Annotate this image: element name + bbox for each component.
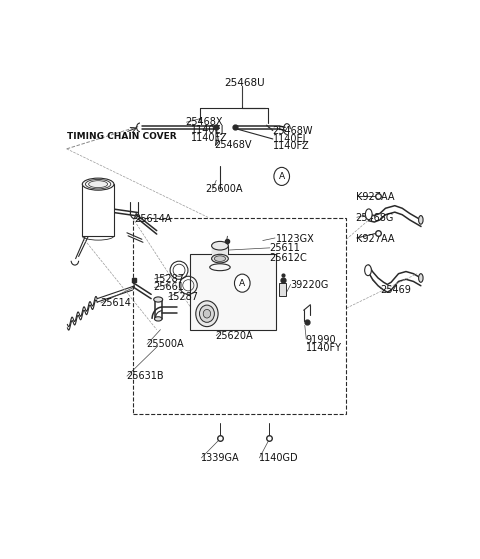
Text: 25661: 25661	[154, 282, 185, 292]
Ellipse shape	[83, 178, 114, 190]
Ellipse shape	[419, 216, 423, 224]
Text: 25631B: 25631B	[126, 371, 164, 381]
Text: 15287: 15287	[154, 274, 185, 284]
Text: 25468V: 25468V	[215, 140, 252, 150]
Ellipse shape	[155, 317, 162, 321]
Ellipse shape	[419, 274, 423, 282]
Text: 1140FZ: 1140FZ	[191, 132, 228, 143]
Ellipse shape	[365, 265, 372, 276]
Ellipse shape	[365, 209, 372, 220]
Text: K927AA: K927AA	[356, 234, 394, 244]
Circle shape	[200, 305, 215, 323]
Text: 91990: 91990	[305, 335, 336, 345]
Text: A: A	[279, 172, 285, 181]
Text: 25600A: 25600A	[205, 184, 242, 195]
Text: 1140FY: 1140FY	[305, 343, 341, 353]
Text: 25614A: 25614A	[134, 214, 172, 224]
Text: 25612C: 25612C	[269, 253, 307, 263]
Text: 1140EJ: 1140EJ	[273, 134, 307, 144]
Text: A: A	[239, 278, 245, 288]
Text: 25468X: 25468X	[186, 117, 223, 127]
Bar	[132, 217, 347, 414]
Text: 25620A: 25620A	[216, 331, 253, 340]
Text: 25468W: 25468W	[272, 126, 312, 136]
Circle shape	[196, 301, 218, 326]
Text: 15287: 15287	[168, 292, 199, 302]
Text: 1140FZ: 1140FZ	[273, 141, 310, 151]
Text: 25500A: 25500A	[146, 339, 184, 349]
Text: 25614: 25614	[100, 298, 131, 308]
Bar	[190, 254, 276, 330]
Text: TIMING CHAIN COVER: TIMING CHAIN COVER	[67, 132, 176, 141]
Text: 25611: 25611	[269, 243, 300, 253]
Circle shape	[203, 310, 211, 318]
Text: 39220G: 39220G	[290, 280, 328, 290]
Ellipse shape	[215, 256, 226, 262]
Text: 25468U: 25468U	[224, 78, 264, 88]
Ellipse shape	[85, 179, 111, 189]
Text: 1140EJ: 1140EJ	[191, 125, 225, 135]
Bar	[212, 246, 228, 259]
Text: K927AA: K927AA	[356, 192, 394, 202]
Circle shape	[234, 274, 250, 292]
Circle shape	[274, 167, 289, 186]
Ellipse shape	[212, 241, 228, 250]
Text: 1140GD: 1140GD	[259, 453, 298, 463]
Ellipse shape	[212, 254, 228, 263]
Text: 1123GX: 1123GX	[276, 234, 314, 244]
Text: 25469: 25469	[381, 285, 411, 295]
Ellipse shape	[89, 181, 108, 188]
Bar	[83, 184, 114, 236]
Bar	[279, 283, 286, 296]
Text: 1339GA: 1339GA	[201, 453, 239, 463]
Ellipse shape	[154, 297, 163, 302]
Text: 25468G: 25468G	[356, 213, 394, 223]
